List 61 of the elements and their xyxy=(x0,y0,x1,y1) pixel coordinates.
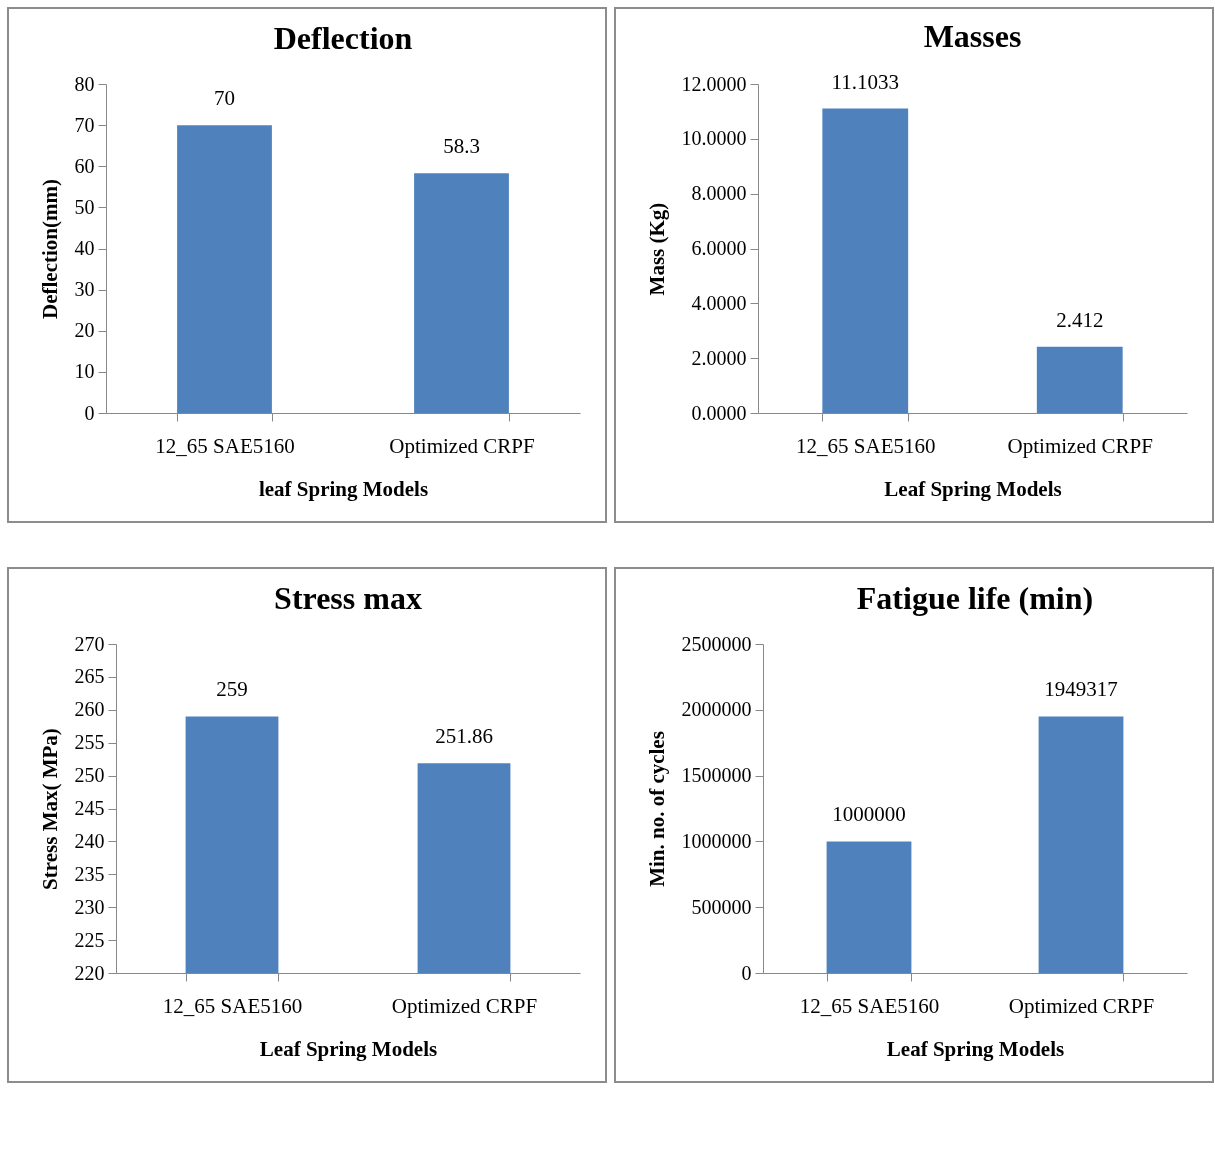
data-label: 58.3 xyxy=(443,134,480,159)
y-axis-title: Stress Max( MPa) xyxy=(37,728,62,890)
x-tick-label: Optimized CRPF xyxy=(1008,993,1155,1018)
y-tick-label: 1000000 xyxy=(681,829,752,852)
y-tick-label: 0.0000 xyxy=(691,401,747,424)
data-label: 11.1033 xyxy=(831,69,899,94)
y-tick-label: 255 xyxy=(74,731,105,754)
x-axis-title: Leaf Spring Models xyxy=(259,1036,438,1061)
y-tick-label: 2000000 xyxy=(681,698,752,721)
y-tick-label: 225 xyxy=(74,928,105,951)
chart-title: Deflection xyxy=(273,20,413,56)
y-tick-label: 245 xyxy=(74,797,105,819)
y-tick-label: 60 xyxy=(74,154,95,177)
y-axis-title: Mass (Kg) xyxy=(644,202,669,296)
data-label: 2.412 xyxy=(1056,307,1104,332)
x-axis-title: Leaf Spring Models xyxy=(886,1036,1065,1061)
x-tick-label: Optimized CRPF xyxy=(391,993,538,1018)
x-tick-label: Optimized CRPF xyxy=(389,433,535,458)
chart-title: Stress max xyxy=(274,580,422,616)
y-tick-label: 500000 xyxy=(691,895,752,918)
x-tick-label: 12_65 SAE5160 xyxy=(796,433,936,458)
y-tick-label: 0 xyxy=(84,401,95,424)
y-tick-label: 0 xyxy=(741,961,752,984)
y-tick-label: 10 xyxy=(74,360,95,383)
y-tick-label: 20 xyxy=(74,319,95,342)
data-label: 251.86 xyxy=(435,724,493,749)
data-label: 259 xyxy=(216,677,248,702)
y-tick-label: 2.0000 xyxy=(691,346,747,369)
chart-title: Fatigue life (min) xyxy=(856,580,1094,616)
x-axis-title: leaf Spring Models xyxy=(258,476,429,501)
y-tick-label: 10.0000 xyxy=(681,127,747,150)
y-axis-title: Min. no. of cycles xyxy=(644,731,669,887)
chart-title: Masses xyxy=(923,17,1022,54)
y-axis-title: Deflection(mm) xyxy=(37,179,62,319)
y-tick-label: 235 xyxy=(74,862,105,885)
y-tick-label: 30 xyxy=(74,278,95,301)
y-tick-label: 2500000 xyxy=(681,632,752,655)
y-tick-label: 80 xyxy=(74,72,95,95)
data-label: 70 xyxy=(214,86,235,111)
y-tick-label: 270 xyxy=(74,632,105,655)
y-tick-label: 1500000 xyxy=(681,764,752,787)
y-tick-label: 8.0000 xyxy=(691,182,747,205)
y-tick-label: 230 xyxy=(74,895,105,918)
y-tick-label: 220 xyxy=(74,961,105,984)
y-tick-label: 40 xyxy=(74,237,95,259)
x-tick-label: 12_65 SAE5160 xyxy=(162,993,303,1018)
y-tick-label: 240 xyxy=(74,829,105,852)
y-tick-label: 50 xyxy=(74,195,95,218)
y-tick-label: 12.0000 xyxy=(681,72,747,95)
y-tick-label: 70 xyxy=(74,113,95,136)
y-tick-label: 250 xyxy=(74,764,105,787)
data-label: 1949317 xyxy=(1044,677,1118,702)
x-tick-label: Optimized CRPF xyxy=(1007,433,1153,458)
x-tick-label: 12_65 SAE5160 xyxy=(155,433,295,458)
y-tick-label: 6.0000 xyxy=(691,237,747,259)
data-label: 1000000 xyxy=(832,802,906,827)
y-tick-label: 4.0000 xyxy=(691,291,747,314)
x-tick-label: 12_65 SAE5160 xyxy=(799,993,940,1018)
y-tick-label: 265 xyxy=(74,665,105,688)
x-axis-title: Leaf Spring Models xyxy=(884,476,1062,501)
y-tick-label: 260 xyxy=(74,698,105,721)
